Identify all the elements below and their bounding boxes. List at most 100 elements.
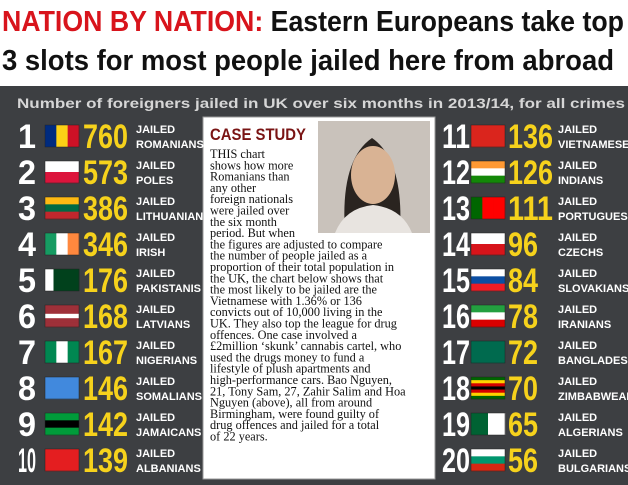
rank: 19 [442, 406, 470, 444]
flag-stripe [471, 389, 505, 394]
flag [44, 268, 80, 292]
jailed-count: 146 [83, 370, 128, 408]
flag-border [44, 196, 80, 220]
jailed-count: 346 [83, 226, 128, 264]
rank: 4 [18, 226, 36, 264]
headline-highlight: NATION BY NATION: [2, 6, 263, 38]
headline: NATION BY NATION: Eastern Europeans take… [2, 6, 624, 38]
jailed-label: JAILED [136, 412, 175, 424]
flag-stripe [488, 413, 506, 435]
jailed-label: JAILED [136, 124, 175, 136]
flag-stripe [45, 318, 79, 323]
flag-stripe [471, 395, 505, 400]
rank: 7 [18, 334, 36, 372]
flag-stripe [45, 309, 79, 315]
case-study-line: the figures are adjusted to compare [210, 237, 383, 251]
flag-border [44, 124, 80, 148]
flag-stripe [45, 125, 57, 147]
jailed-label: JAILED [136, 232, 175, 244]
jailed-label: JAILED [558, 340, 597, 352]
jailed-label: JAILED [558, 232, 597, 244]
flag-stripe [45, 420, 79, 428]
rank: 8 [18, 370, 36, 408]
jailed-count: 56 [508, 442, 538, 480]
flag-stripe [493, 197, 506, 219]
flag [470, 376, 506, 400]
flag-border [44, 160, 80, 184]
jailed-count: 84 [508, 262, 538, 300]
nationality: ROMANIANS [136, 139, 204, 151]
flag-stripe [471, 197, 483, 219]
headline-rest: Eastern Europeans take top [263, 6, 624, 38]
jailed-count: 142 [83, 406, 128, 444]
case-study-line: Birmingham, were found guilty of [210, 407, 380, 421]
nationality: BANGLADESHIS [558, 355, 628, 367]
flag-border [470, 196, 506, 220]
flag-stripe [471, 305, 505, 313]
flag-border [44, 304, 80, 328]
flag [44, 160, 80, 184]
flag [44, 340, 80, 364]
case-study-line: of 22 years. [210, 430, 268, 444]
flag-stripe [471, 161, 505, 169]
rank: 20 [442, 442, 470, 480]
case-study-line: THIS chart [210, 147, 266, 161]
flag-stripe [471, 276, 505, 284]
flag [44, 232, 80, 256]
flag-border [470, 412, 506, 436]
jailed-label: JAILED [136, 376, 175, 388]
flag-stripe [471, 413, 489, 435]
flag-stripe [471, 125, 505, 148]
jailed-label: JAILED [558, 268, 597, 280]
flag-stripe [45, 427, 79, 436]
flag [470, 232, 506, 256]
flag-border [470, 268, 506, 292]
nationality: BULGARIANS [558, 463, 628, 475]
jailed-count: 136 [508, 118, 553, 156]
flag-border [470, 160, 506, 184]
flag-stripe [471, 383, 505, 387]
nationality: ALBANIANS [136, 463, 201, 475]
jailed-count: 168 [83, 298, 128, 336]
flag-stripe [45, 322, 79, 328]
jailed-count: 167 [83, 334, 128, 372]
flag-border [470, 376, 506, 400]
case-study-line: the UK, the chart below shows that [210, 271, 384, 285]
flag-stripe [471, 168, 505, 176]
flag-border [470, 340, 506, 364]
flag-stripe [45, 313, 79, 319]
rank: 14 [442, 226, 470, 264]
flag-stripe [471, 283, 505, 292]
rank: 15 [442, 262, 470, 300]
flag-stripe [45, 161, 79, 173]
nationality: LITHUANIANS [136, 211, 211, 223]
flag-stripe [471, 392, 505, 397]
case-study-line: 21, Tony Sam, 27, Zahir Salim and Hoa [210, 384, 406, 398]
flag [44, 448, 80, 472]
case-study-line: any other [210, 181, 256, 195]
rank: 2 [18, 154, 36, 192]
case-study-line: drug offences and jailed for a total [210, 418, 380, 432]
flag [470, 160, 506, 184]
jailed-count: 65 [508, 406, 538, 444]
case-study-line: UK. They also top the league for drug [210, 317, 397, 331]
jailed-label: JAILED [136, 340, 175, 352]
flag-border [470, 448, 506, 472]
flag-stripe [471, 319, 505, 328]
flag [470, 448, 506, 472]
flag-border [44, 412, 80, 436]
jailed-label: JAILED [558, 160, 597, 172]
jailed-count: 139 [83, 442, 128, 480]
flag [44, 196, 80, 220]
case-study-line: Nguyen (above), all from around [210, 396, 372, 410]
nationality: PAKISTANIS [136, 283, 201, 295]
flag [470, 412, 506, 436]
flag-stripe [471, 377, 505, 381]
rank: 17 [442, 334, 470, 372]
flag-border [44, 232, 80, 256]
case-study-line: the number of people jailed as a [210, 249, 368, 263]
jailed-count: 573 [83, 154, 128, 192]
flag-stripe [56, 233, 68, 255]
flag-stripe [45, 204, 79, 212]
rank: 6 [18, 298, 36, 336]
